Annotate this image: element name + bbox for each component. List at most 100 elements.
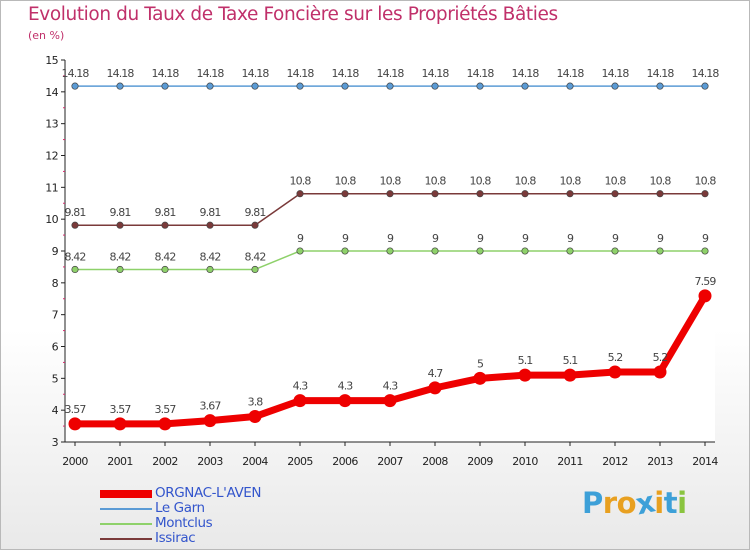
data-point-montclus — [566, 247, 574, 255]
data-label-montclus: 8.42 — [200, 250, 221, 263]
data-label-le-garn: 14.18 — [512, 67, 540, 80]
x-tick-label: 2009 — [467, 455, 493, 468]
legend-swatch — [100, 508, 152, 510]
data-point-orgnac-l-aven — [608, 365, 622, 379]
data-point-montclus — [656, 247, 664, 255]
data-label-orgnac-l-aven: 5 — [477, 357, 484, 370]
data-point-orgnac-l-aven — [698, 289, 712, 303]
data-label-montclus: 9 — [567, 232, 574, 245]
data-point-issirac — [71, 221, 79, 229]
data-point-montclus — [701, 247, 709, 255]
data-label-orgnac-l-aven: 3.67 — [200, 400, 222, 413]
x-tick-label: 2012 — [602, 455, 628, 468]
data-label-issirac: 9.81 — [245, 206, 266, 219]
legend-swatch — [100, 490, 152, 498]
y-tick-label: 15 — [45, 54, 58, 67]
data-label-montclus: 9 — [297, 232, 304, 245]
data-label-issirac: 10.8 — [695, 175, 717, 188]
data-label-le-garn: 14.18 — [377, 67, 405, 80]
data-point-montclus — [611, 247, 619, 255]
data-point-issirac — [701, 190, 709, 198]
data-label-montclus: 9 — [342, 232, 349, 245]
data-point-orgnac-l-aven — [68, 417, 82, 431]
data-label-issirac: 9.81 — [155, 206, 176, 219]
data-point-le-garn — [296, 82, 304, 90]
data-point-le-garn — [521, 82, 529, 90]
data-label-le-garn: 14.18 — [197, 67, 225, 80]
data-label-issirac: 10.8 — [290, 175, 312, 188]
x-tick-label: 2006 — [332, 455, 358, 468]
data-label-montclus: 8.42 — [245, 250, 266, 263]
data-label-orgnac-l-aven: 5.1 — [563, 354, 578, 367]
data-point-le-garn — [386, 82, 394, 90]
data-point-montclus — [251, 265, 259, 274]
y-tick-label: 13 — [45, 118, 58, 131]
data-label-orgnac-l-aven: 4.3 — [293, 380, 309, 393]
data-point-le-garn — [161, 82, 169, 90]
data-label-issirac: 10.8 — [560, 175, 582, 188]
data-point-orgnac-l-aven — [248, 410, 262, 424]
data-point-orgnac-l-aven — [158, 417, 172, 431]
data-point-issirac — [521, 190, 529, 198]
data-point-orgnac-l-aven — [518, 368, 532, 382]
y-tick-label: 9 — [52, 245, 59, 258]
x-tick-label: 2005 — [287, 455, 313, 468]
y-tick-label: 11 — [45, 181, 58, 194]
data-point-orgnac-l-aven — [338, 394, 352, 408]
data-label-orgnac-l-aven: 3.57 — [110, 403, 132, 416]
data-label-le-garn: 14.18 — [287, 67, 315, 80]
data-point-montclus — [521, 247, 529, 255]
data-point-issirac — [251, 221, 259, 229]
x-tick-label: 2013 — [647, 455, 673, 468]
data-point-le-garn — [656, 82, 664, 90]
legend-swatch — [100, 538, 152, 540]
logo-letter: t — [663, 486, 678, 520]
data-label-orgnac-l-aven: 3.57 — [65, 403, 87, 416]
data-label-montclus: 9 — [522, 232, 529, 245]
data-label-montclus: 9 — [702, 232, 709, 245]
y-tick-label: 7 — [52, 309, 59, 322]
data-label-issirac: 10.8 — [425, 175, 447, 188]
data-point-orgnac-l-aven — [113, 417, 127, 431]
x-tick-label: 2003 — [197, 455, 223, 468]
data-label-le-garn: 14.18 — [107, 67, 135, 80]
data-point-issirac — [206, 221, 214, 229]
y-tick-label: 6 — [52, 341, 59, 354]
legend-label: ORGNAC-L'AVEN — [155, 485, 262, 501]
legend-swatch — [100, 523, 152, 525]
data-point-issirac — [611, 190, 619, 198]
x-tick-label: 2007 — [377, 455, 403, 468]
data-point-orgnac-l-aven — [203, 414, 217, 428]
data-point-issirac — [341, 190, 349, 198]
data-point-le-garn — [206, 82, 214, 90]
data-point-montclus — [161, 265, 169, 274]
data-label-montclus: 8.42 — [110, 250, 131, 263]
data-label-orgnac-l-aven: 4.3 — [383, 380, 399, 393]
data-point-issirac — [161, 221, 169, 229]
data-label-montclus: 9 — [387, 232, 394, 245]
data-point-le-garn — [71, 82, 79, 90]
data-label-montclus: 9 — [657, 232, 664, 245]
y-tick-label: 8 — [52, 277, 59, 290]
data-label-issirac: 9.81 — [200, 206, 221, 219]
data-point-le-garn — [476, 82, 484, 90]
data-point-le-garn — [701, 82, 709, 90]
data-label-issirac: 10.8 — [515, 175, 537, 188]
y-tick-label: 4 — [52, 404, 59, 417]
data-point-montclus — [386, 247, 394, 255]
data-label-orgnac-l-aven: 5.2 — [653, 351, 668, 364]
data-label-issirac: 9.81 — [65, 206, 86, 219]
data-label-le-garn: 14.18 — [557, 67, 585, 80]
data-point-orgnac-l-aven — [473, 371, 487, 385]
data-point-issirac — [656, 190, 664, 198]
data-label-le-garn: 14.18 — [422, 67, 450, 80]
y-tick-label: 5 — [52, 372, 59, 385]
x-tick-label: 2014 — [692, 455, 718, 468]
data-label-montclus: 8.42 — [155, 250, 176, 263]
data-point-montclus — [431, 247, 439, 255]
data-label-orgnac-l-aven: 4.3 — [338, 380, 354, 393]
x-tick-label: 2002 — [152, 455, 178, 468]
x-tick-label: 2004 — [242, 455, 268, 468]
y-tick-label: 3 — [52, 436, 59, 449]
data-point-le-garn — [341, 82, 349, 90]
